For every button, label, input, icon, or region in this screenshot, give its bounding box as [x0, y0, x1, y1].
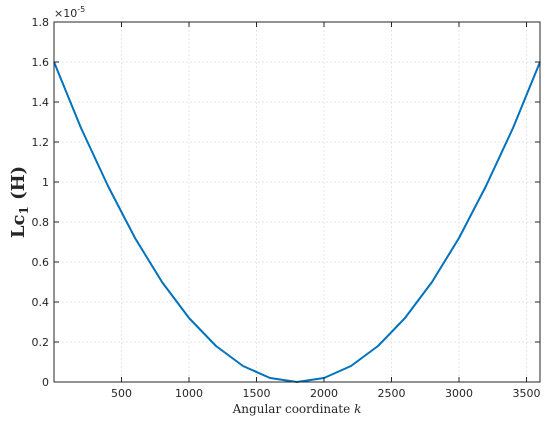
x-axis-label: Angular coordinate k — [232, 402, 362, 416]
x-tick-label: 1000 — [175, 387, 203, 400]
series-line — [53, 61, 541, 383]
y-tick-label: 0.4 — [32, 296, 50, 309]
tick-layer: 500 1000 1500 2000 2500 3000 3500 0 0.2 0.4 0.6 0.8… — [32, 16, 541, 400]
y-axis-label-sub: 1 — [17, 206, 31, 214]
y-tick-label: 1.2 — [32, 136, 50, 149]
y-tick-label: 1.6 — [32, 56, 50, 69]
x-tick-label: 3500 — [513, 387, 541, 400]
x-tick-label: 2500 — [378, 387, 406, 400]
grid-layer — [54, 21, 540, 383]
x-tick-label: 3000 — [445, 387, 473, 400]
y-axis-label-unit: (H) — [8, 166, 29, 200]
y-axis-label: Lc1 (H) — [8, 166, 31, 238]
y-tick-label: 0 — [42, 376, 49, 389]
x-tick-label: 1500 — [243, 387, 271, 400]
plot-area-border — [53, 21, 541, 383]
line-layer — [53, 61, 541, 383]
y-tick-label: 0.6 — [32, 256, 50, 269]
y-exponent-base: ×10 — [54, 7, 77, 20]
x-axis-label-var: k — [354, 402, 361, 416]
x-tick-label: 2000 — [310, 387, 338, 400]
y-exponent-label: ×10-5 — [54, 5, 85, 20]
x-tick-label: 500 — [111, 387, 132, 400]
y-tick-label: 0.8 — [32, 216, 50, 229]
y-tick-label: 1.4 — [32, 96, 50, 109]
y-axis-label-main: Lc — [8, 215, 29, 239]
y-exponent-power: -5 — [77, 5, 85, 14]
x-axis-label-text: Angular coordinate — [232, 402, 351, 416]
y-tick-label: 1.8 — [32, 16, 50, 29]
y-tick-label: 0.2 — [32, 336, 50, 349]
y-tick-label: 1 — [42, 176, 49, 189]
